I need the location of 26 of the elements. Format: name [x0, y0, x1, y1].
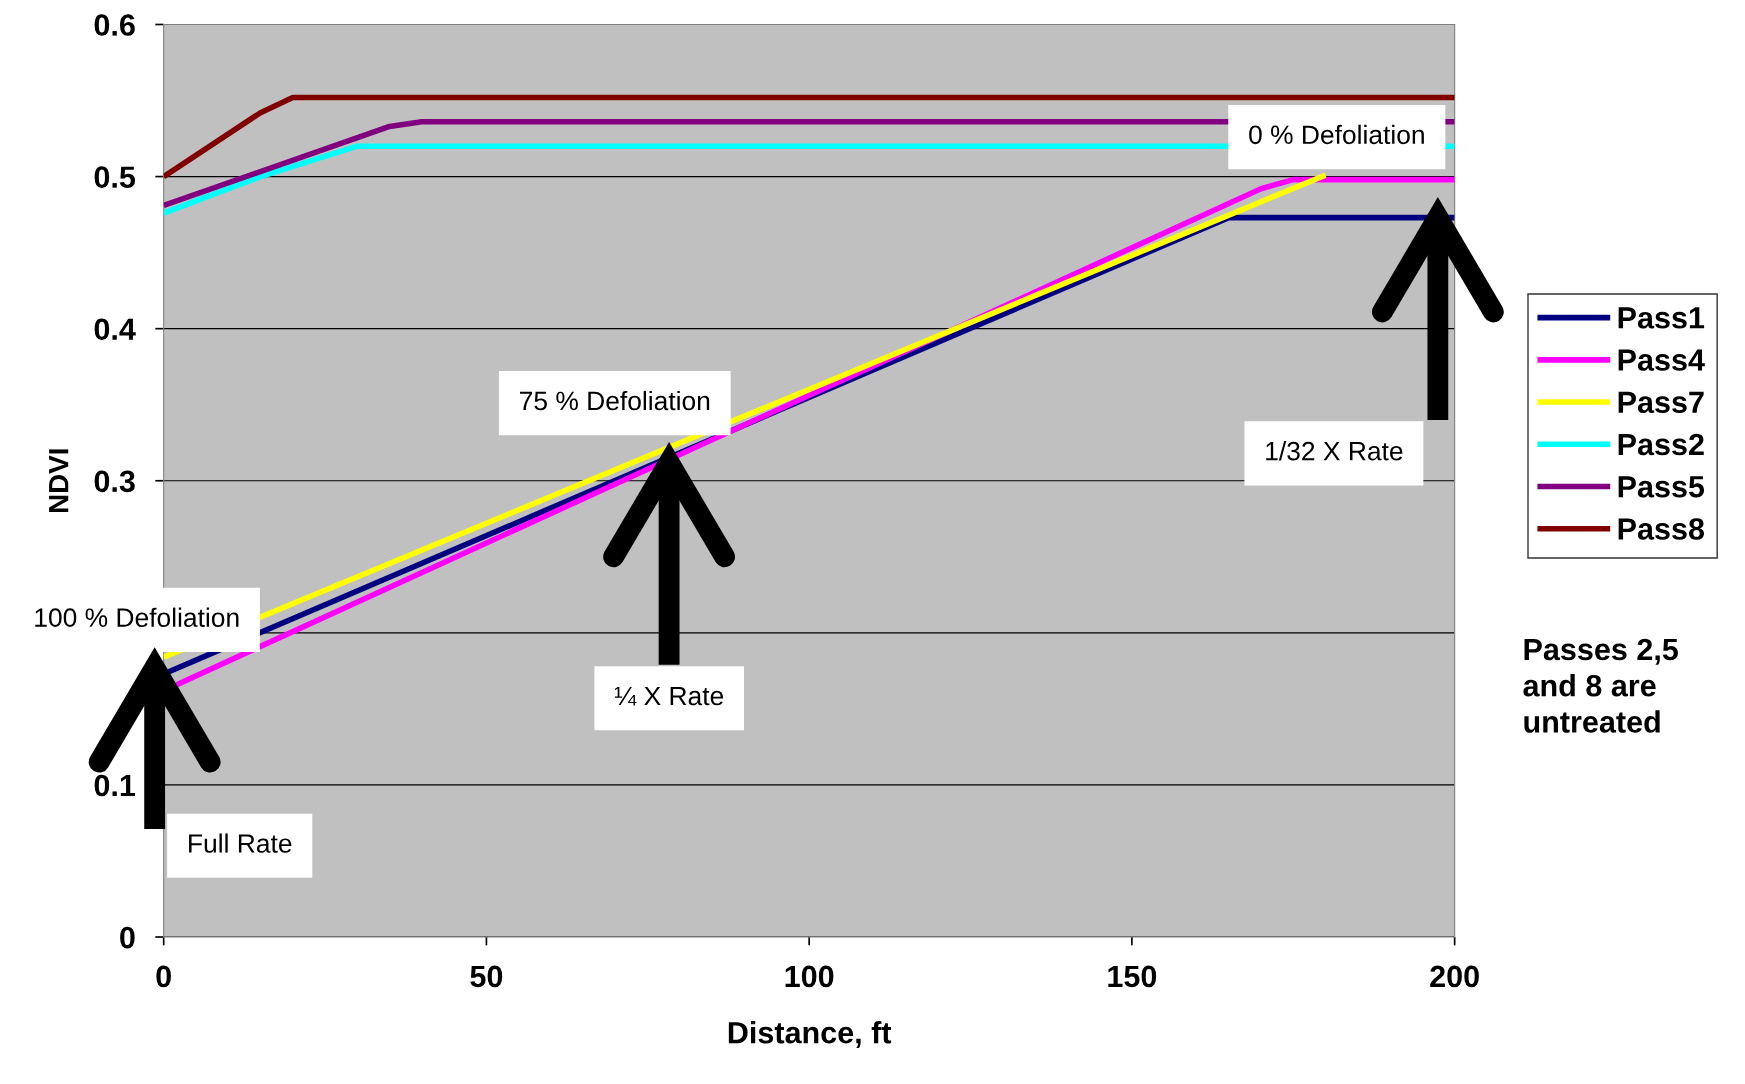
legend-label: Pass2 [1618, 433, 1704, 456]
y-axis-title: NDVI [49, 449, 69, 513]
legend-label: Pass5 [1618, 476, 1705, 498]
annotation: 1/32 X Rate [1266, 441, 1403, 461]
y-tick-label: 0.6 [94, 14, 135, 36]
x-axis-title: Distance, ft [728, 1021, 892, 1048]
annotation: ¼ X Rate [614, 686, 724, 706]
y-tick-label: 0.1 [94, 774, 136, 797]
y-tick-label: 0 [120, 926, 135, 949]
legend-label: Pass1 [1618, 307, 1705, 329]
y-tick-label: 0.5 [94, 166, 136, 188]
annotation: 75 % Defoliation [520, 390, 710, 411]
x-tick-label: 150 [1108, 965, 1157, 988]
y-tick-label: 0.4 [94, 318, 136, 341]
annotation: Full Rate [189, 833, 292, 853]
legend-label: Pass8 [1618, 518, 1705, 540]
legend-label: Pass7 [1618, 391, 1704, 414]
x-tick-label: 0 [156, 965, 171, 988]
text: Passes 2,5 and 8 are untreated [1523, 638, 1678, 733]
legend-label: Pass4 [1618, 349, 1705, 371]
x-tick-label: 50 [470, 965, 503, 988]
y-tick-label: 0.3 [94, 470, 135, 493]
x-tick-label: 200 [1430, 965, 1479, 988]
x-tick-label: 100 [785, 965, 834, 988]
annotation: 100 % Defoliation [35, 607, 239, 627]
annotation: 0 % Defoliation [1249, 124, 1424, 145]
